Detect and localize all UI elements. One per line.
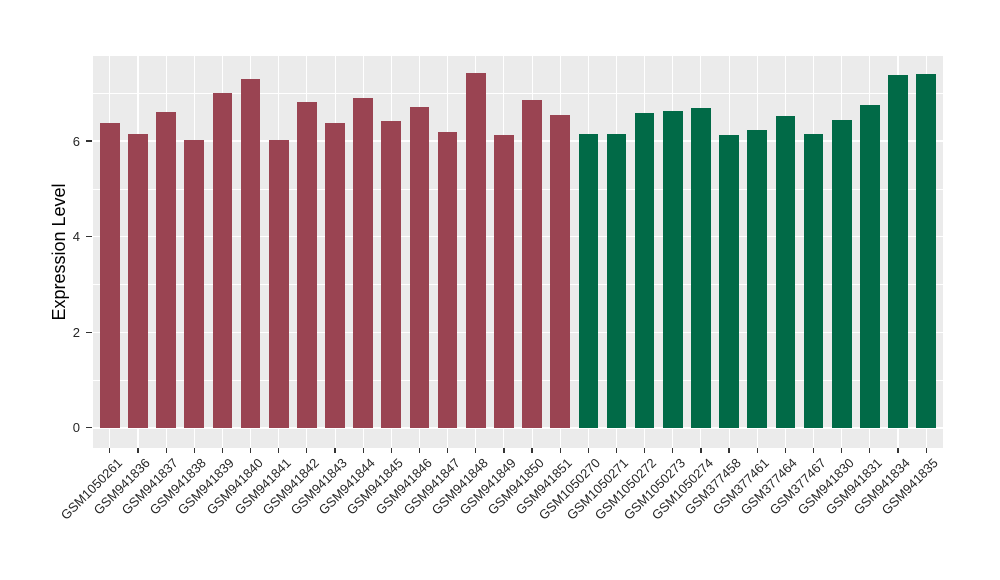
gridline-major-y xyxy=(93,236,943,238)
x-axis-tick xyxy=(897,447,899,453)
bar xyxy=(747,130,768,428)
y-tick-label: 2 xyxy=(72,324,80,340)
x-axis-tick xyxy=(475,447,477,453)
bar xyxy=(888,75,908,428)
x-axis-tick xyxy=(784,447,786,453)
bar xyxy=(240,78,261,428)
y-tick-label: 4 xyxy=(72,229,80,245)
bar xyxy=(634,113,655,428)
bar xyxy=(437,131,458,428)
x-axis-tick xyxy=(531,447,533,453)
x-axis-tick xyxy=(644,447,646,453)
x-axis-tick xyxy=(306,447,308,453)
bar xyxy=(550,115,571,428)
gridline-major-y xyxy=(93,331,943,333)
x-axis-tick xyxy=(812,447,815,453)
y-axis-tick xyxy=(86,140,92,142)
bar xyxy=(662,110,683,428)
plot-panel xyxy=(93,56,943,448)
x-axis-tick xyxy=(221,447,224,453)
x-axis-tick xyxy=(756,447,758,453)
gridline-major-y xyxy=(93,427,943,429)
bar xyxy=(381,120,402,428)
bar xyxy=(606,134,627,428)
bar xyxy=(325,123,345,428)
x-axis-tick xyxy=(503,447,505,453)
bar xyxy=(803,133,824,428)
gridline-minor-y xyxy=(93,284,943,285)
x-axis-tick xyxy=(925,447,927,453)
x-axis-tick xyxy=(334,447,336,453)
x-axis-tick xyxy=(587,447,589,453)
bar xyxy=(719,134,739,428)
y-axis-tick xyxy=(86,236,92,238)
bar xyxy=(859,105,880,428)
bar xyxy=(100,123,120,428)
gridline-minor-y xyxy=(93,188,943,190)
bar xyxy=(184,140,205,428)
bar xyxy=(353,97,374,428)
bar xyxy=(831,119,852,428)
bar xyxy=(578,134,599,428)
bar xyxy=(465,73,486,428)
x-axis-tick xyxy=(447,447,449,453)
y-axis-tick xyxy=(86,427,92,429)
x-axis-tick xyxy=(137,447,139,453)
x-axis-tick xyxy=(841,447,843,453)
bar xyxy=(775,116,796,428)
x-axis-tick xyxy=(418,447,421,453)
x-axis-tick xyxy=(672,447,674,453)
x-axis-tick xyxy=(362,447,364,453)
bar xyxy=(297,101,317,428)
bar xyxy=(409,106,430,428)
x-axis-tick xyxy=(869,447,871,453)
gridline-minor-y xyxy=(93,92,943,94)
bar xyxy=(691,107,711,428)
bar xyxy=(156,111,176,428)
x-axis-tick xyxy=(390,447,392,453)
x-axis-tick xyxy=(559,447,561,453)
gridline-minor-y xyxy=(93,379,943,381)
x-axis-tick xyxy=(278,447,280,453)
bar xyxy=(128,134,148,428)
x-axis-tick xyxy=(615,447,618,453)
bar xyxy=(916,74,936,428)
bar xyxy=(212,93,233,428)
bar xyxy=(522,99,542,428)
gridline-major-y xyxy=(93,140,943,142)
x-axis-tick xyxy=(165,447,167,453)
x-axis-tick xyxy=(109,447,111,453)
x-axis-tick xyxy=(700,447,702,453)
bar xyxy=(268,140,289,428)
y-axis-tick xyxy=(86,331,92,333)
x-axis-tick xyxy=(250,447,252,453)
bar xyxy=(494,134,514,428)
x-axis-tick xyxy=(193,447,195,453)
y-tick-label: 6 xyxy=(72,133,80,149)
y-tick-label: 0 xyxy=(72,420,80,436)
x-axis-tick xyxy=(728,447,730,453)
